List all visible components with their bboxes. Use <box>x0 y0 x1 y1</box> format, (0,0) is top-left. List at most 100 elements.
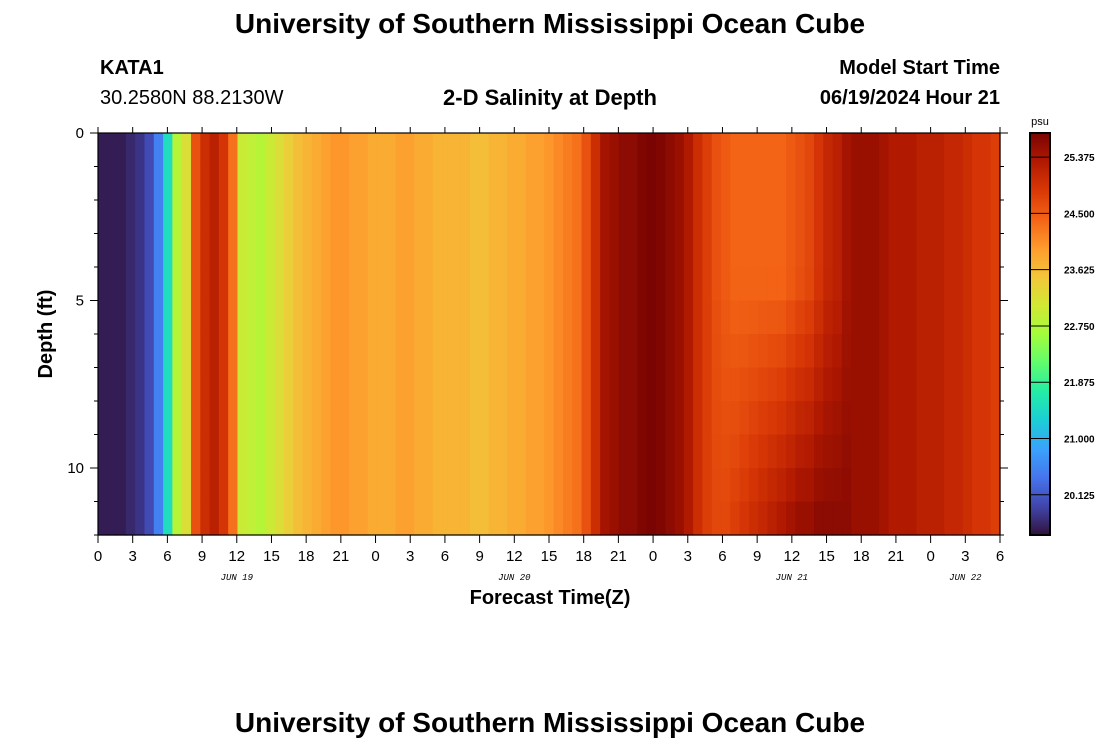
heatmap-cell <box>181 166 192 201</box>
heatmap-cell <box>721 367 731 402</box>
heatmap-cell <box>414 200 425 235</box>
heatmap-cell <box>125 300 136 335</box>
heatmap-cell <box>98 334 108 369</box>
heatmap-cell <box>804 367 815 402</box>
heatmap-cell <box>907 233 917 268</box>
heatmap-cell <box>962 434 973 469</box>
heatmap-cell <box>637 401 648 436</box>
heatmap-cell <box>256 267 266 302</box>
heatmap-cell <box>423 166 434 201</box>
heatmap-cell <box>693 501 704 536</box>
heatmap-cell <box>832 401 843 436</box>
heatmap-cell <box>888 267 899 302</box>
heatmap-cell <box>321 200 332 235</box>
heatmap-cell <box>302 401 313 436</box>
heatmap-cell <box>711 501 722 536</box>
heatmap-cell <box>693 334 704 369</box>
heatmap-cell <box>804 133 815 168</box>
heatmap-cell <box>125 434 136 469</box>
heatmap-cell <box>925 233 936 268</box>
heatmap-cell <box>404 501 415 536</box>
heatmap-cell <box>711 367 722 402</box>
heatmap-cell <box>516 468 527 503</box>
heatmap-cell <box>776 233 787 268</box>
heatmap-cell <box>209 133 220 168</box>
heatmap-cell <box>367 501 378 536</box>
heatmap-cell <box>758 401 769 436</box>
heatmap-cell <box>544 133 555 168</box>
heatmap-cell <box>107 434 118 469</box>
heatmap-cell <box>302 334 313 369</box>
heatmap-cell <box>851 334 862 369</box>
heatmap-cell <box>107 233 118 268</box>
heatmap-cell <box>321 434 332 469</box>
y-tick-label: 5 <box>76 293 84 310</box>
heatmap-cell <box>349 367 359 402</box>
heatmap-cell <box>432 300 443 335</box>
heatmap-cell <box>479 334 490 369</box>
heatmap-cell <box>451 133 462 168</box>
heatmap-cell <box>748 401 759 436</box>
heatmap-cell <box>469 501 480 536</box>
heatmap-cell <box>618 300 629 335</box>
heatmap-cell <box>990 334 1001 369</box>
heatmap-cell <box>804 334 815 369</box>
heatmap-cell <box>721 334 731 369</box>
heatmap-cell <box>823 200 834 235</box>
heatmap-cell <box>209 267 220 302</box>
heatmap-cell <box>404 401 415 436</box>
heatmap-cell <box>404 267 415 302</box>
heatmap-cell <box>209 401 220 436</box>
heatmap-cell <box>618 133 629 168</box>
heatmap-cell <box>163 501 173 536</box>
heatmap-cell <box>609 233 620 268</box>
heatmap-cell <box>507 434 518 469</box>
heatmap-cell <box>711 401 722 436</box>
heatmap-cell <box>535 267 545 302</box>
heatmap-cell <box>674 501 685 536</box>
heatmap-cell <box>153 468 164 503</box>
heatmap-cell <box>646 468 657 503</box>
heatmap-cell <box>283 434 294 469</box>
heatmap-cell <box>860 267 871 302</box>
heatmap-cell <box>163 434 173 469</box>
heatmap-cell <box>600 300 611 335</box>
heatmap-cell <box>135 166 146 201</box>
heatmap-cell <box>144 501 155 536</box>
heatmap-cell <box>693 434 704 469</box>
y-tick-label: 10 <box>67 460 84 477</box>
heatmap-cell <box>246 267 257 302</box>
x-tick-label: 6 <box>163 548 171 565</box>
heatmap-cell <box>525 334 536 369</box>
heatmap-cell <box>358 200 369 235</box>
heatmap-cell <box>423 334 434 369</box>
heatmap-cell <box>869 166 880 201</box>
heatmap-cell <box>581 200 592 235</box>
heatmap-cell <box>460 166 471 201</box>
heatmap-cell <box>144 267 155 302</box>
heatmap-cell <box>739 367 750 402</box>
heatmap-cell <box>953 300 964 335</box>
heatmap-cell <box>795 267 806 302</box>
heatmap-cell <box>562 300 573 335</box>
heatmap-cell <box>237 401 248 436</box>
heatmap-cell <box>748 468 759 503</box>
station-id: KATA1 <box>100 57 164 79</box>
heatmap-cell <box>693 267 704 302</box>
heatmap-cell <box>469 133 480 168</box>
heatmap-cell <box>646 133 657 168</box>
heatmap-cell <box>376 434 387 469</box>
heatmap-cell <box>981 501 992 536</box>
heatmap-cell <box>190 334 201 369</box>
heatmap-cell <box>330 233 341 268</box>
heatmap-cell <box>758 434 769 469</box>
heatmap-cell <box>739 166 750 201</box>
heatmap-cell <box>507 300 518 335</box>
heatmap-cell <box>107 166 118 201</box>
heatmap-cell <box>497 233 508 268</box>
heatmap-cell <box>581 267 592 302</box>
heatmap-cell <box>953 434 964 469</box>
heatmap-cell <box>135 468 146 503</box>
heatmap-cell <box>246 200 257 235</box>
heatmap-cell <box>758 166 769 201</box>
